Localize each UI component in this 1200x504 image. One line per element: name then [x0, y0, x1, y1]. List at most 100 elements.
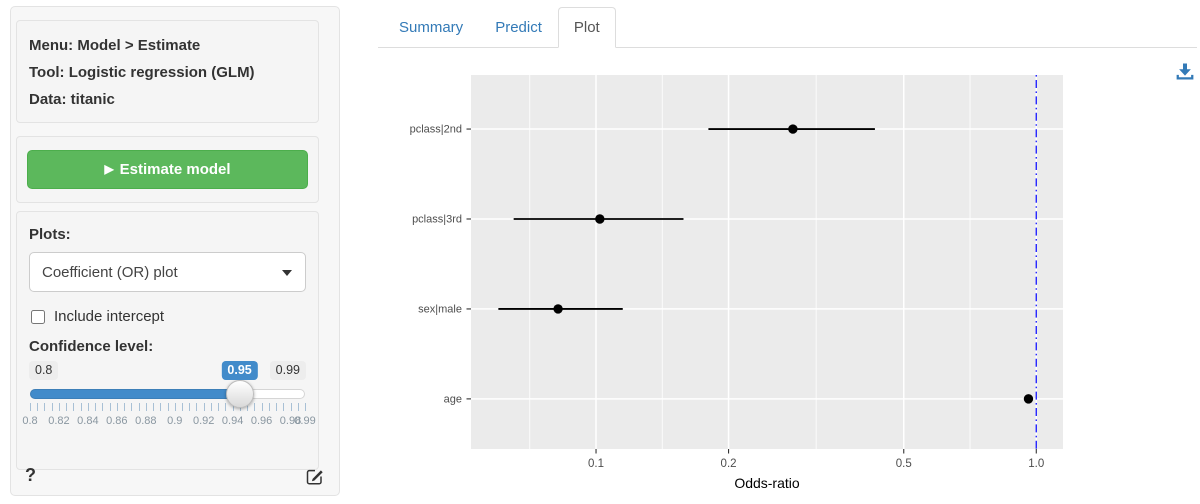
slider-tick	[131, 403, 133, 411]
slider-tick	[189, 403, 191, 411]
plot-options-panel: Plots: Coefficient (OR) plot Include int…	[16, 211, 319, 470]
slider-handle[interactable]	[225, 380, 254, 408]
x-axis-title: Odds-ratio	[734, 475, 800, 491]
tab-predict[interactable]: Predict	[495, 19, 542, 36]
y-tick-label: pclass|2nd	[410, 124, 462, 136]
slider-tick	[124, 403, 126, 411]
estimate-model-button[interactable]: ▶ Estimate model	[27, 150, 308, 189]
estimate-panel: ▶ Estimate model	[16, 136, 319, 203]
slider-tick	[297, 403, 299, 411]
plots-label: Plots:	[29, 226, 71, 243]
slider-tick	[232, 403, 234, 411]
plot-panel	[471, 75, 1063, 449]
plot-type-selected-value: Coefficient (OR) plot	[42, 263, 178, 281]
question-mark-icon[interactable]: ?	[25, 465, 36, 485]
y-tick-label: sex|male	[418, 303, 462, 315]
slider-tick-grid: 0.8 0.82 0.84 0.86 0.88 0.9 0.92 0.94 0.96 0.98 0.…	[22, 403, 316, 437]
slider-tick	[167, 403, 169, 411]
slider-tick-label: 0.84	[77, 415, 99, 427]
include-intercept-label: Include intercept	[54, 308, 165, 325]
model-summary-panel: Menu: Model > Estimate Tool: Logistic re…	[16, 20, 319, 123]
slider-tick-label: 0.99	[294, 415, 316, 427]
data-point	[788, 124, 798, 134]
tab-plot[interactable]: Plot	[557, 7, 616, 48]
slider-tick	[218, 403, 220, 411]
y-tick-label: age	[444, 393, 462, 405]
x-tick-label: 0.1	[588, 458, 604, 470]
slider-tick	[95, 403, 97, 411]
slider-tick	[261, 403, 263, 411]
slider-tick	[109, 403, 111, 411]
slider-tick-label: 0.92	[192, 415, 215, 427]
slider-tick	[80, 403, 82, 411]
y-tick-label: pclass|3rd	[412, 213, 462, 225]
confidence-slider: 0.8 0.95 0.99 0.8 0.82 0.84 0.86 0.88 0.9 0.92…	[22, 359, 316, 445]
slider-tick	[102, 403, 104, 411]
slider-tick	[225, 403, 227, 411]
tab-summary[interactable]: Summary	[399, 19, 464, 36]
slider-current-value-badge[interactable]: 0.95	[221, 361, 258, 380]
slider-tick	[58, 403, 60, 411]
slider-tick-label: 0.98	[279, 415, 302, 427]
slider-tick	[181, 403, 183, 411]
menu-breadcrumb: Menu: Model > Estimate	[29, 37, 201, 54]
x-tick-label: 1.0	[1028, 458, 1044, 470]
include-intercept-option[interactable]: Include intercept	[29, 308, 306, 325]
slider-tick-label: 0.88	[135, 415, 157, 427]
plot-type-select[interactable]: Coefficient (OR) plot	[29, 252, 306, 292]
slider-tick	[203, 403, 205, 411]
slider-tick	[283, 403, 285, 411]
slider-tick	[138, 403, 140, 411]
tool-name: Tool: Logistic regression (GLM)	[29, 64, 255, 81]
estimate-model-label: Estimate model	[119, 161, 231, 178]
slider-tick-label: 0.9	[167, 415, 183, 427]
slider-max-badge: 0.99	[269, 361, 306, 380]
slider-tick	[196, 403, 198, 411]
x-tick-label: 0.2	[721, 458, 737, 470]
slider-tick	[305, 403, 306, 411]
slider-tick-label: 0.82	[48, 415, 70, 427]
slider-tick	[145, 403, 147, 411]
slider-tick-label: 0.8	[22, 415, 38, 427]
slider-tick	[73, 403, 75, 411]
include-intercept-checkbox[interactable]	[31, 309, 45, 324]
slider-tick	[247, 403, 249, 411]
pencil-square-glyph	[306, 469, 323, 485]
slider-tick	[116, 403, 118, 411]
play-icon: ▶	[104, 162, 114, 176]
x-tick-label: 0.5	[896, 458, 912, 470]
slider-tick	[160, 403, 162, 411]
slider-tick	[268, 403, 270, 411]
slider-min-badge: 0.8	[29, 361, 59, 380]
slider-tick	[276, 403, 278, 411]
tab-bar: Summary Predict Plot	[378, 7, 1197, 48]
slider-tick	[30, 403, 31, 411]
slider-tick-label: 0.86	[106, 415, 128, 427]
slider-tick	[174, 403, 176, 411]
sidebar: Menu: Model > Estimate Tool: Logistic re…	[10, 6, 340, 496]
slider-tick	[254, 403, 256, 411]
data-point	[553, 304, 563, 314]
slider-tick	[51, 403, 53, 411]
slider-tick	[87, 403, 89, 411]
download-arrow-glyph	[1176, 63, 1194, 80]
dataset-name: Data: titanic	[29, 91, 115, 108]
slider-tick-label: 0.96	[250, 415, 273, 427]
slider-tick	[66, 403, 68, 411]
slider-tick	[290, 403, 292, 411]
data-point	[1023, 394, 1034, 404]
slider-tick	[153, 403, 155, 411]
confidence-level-label: Confidence level:	[29, 338, 154, 355]
slider-tick	[44, 403, 46, 411]
sidebar-footer: ?	[23, 465, 327, 491]
caret-down-icon	[282, 270, 292, 276]
data-point	[595, 214, 605, 224]
download-icon[interactable]	[1175, 62, 1195, 82]
edit-report-icon[interactable]	[305, 466, 325, 491]
slider-tick	[37, 403, 39, 411]
coefficient-plot: pclass|2nd pclass|3rd sex|male age 0.1 0.2 0.5…	[410, 75, 1063, 491]
slider-tick-label: 0.94	[221, 415, 244, 427]
slider-tick	[210, 403, 212, 411]
slider-track-fill	[30, 389, 243, 399]
